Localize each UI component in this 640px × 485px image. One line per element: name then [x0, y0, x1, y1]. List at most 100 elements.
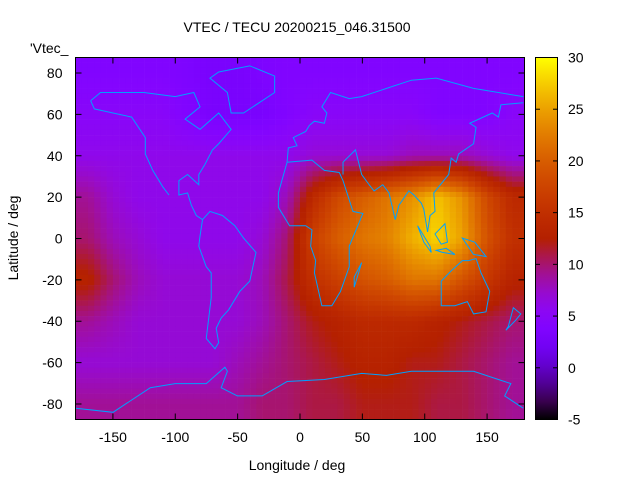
heatmap-cell	[268, 98, 276, 105]
heatmap-cell	[487, 233, 494, 239]
heatmap-cell	[75, 393, 83, 400]
heatmap-cell	[256, 336, 263, 343]
heatmap-cell	[137, 393, 145, 400]
heatmap-cell	[175, 88, 182, 94]
heatmap-cell	[218, 119, 226, 126]
heatmap-cell	[75, 181, 83, 188]
heatmap-cell	[106, 93, 114, 100]
heatmap-cell	[387, 372, 394, 379]
heatmap-cell	[349, 300, 357, 307]
heatmap-cell	[424, 197, 432, 203]
heatmap-cell	[518, 78, 525, 84]
heatmap-cell	[318, 124, 326, 131]
heatmap-cell	[312, 228, 320, 234]
heatmap-cell	[406, 316, 413, 322]
heatmap-cell	[430, 269, 438, 275]
heatmap-cell	[443, 331, 450, 338]
heatmap-cell	[218, 295, 226, 301]
heatmap-cell	[374, 326, 382, 332]
heatmap-cell	[406, 129, 413, 136]
heatmap-cell	[206, 393, 213, 400]
heatmap-cell	[399, 279, 407, 286]
heatmap-cell	[300, 98, 307, 105]
heatmap-cell	[175, 414, 182, 420]
heatmap-cell	[237, 160, 245, 167]
heatmap-cell	[499, 155, 507, 162]
heatmap-cell	[343, 114, 351, 120]
heatmap-cell	[87, 155, 95, 162]
heatmap-cell	[100, 341, 107, 348]
heatmap-cell	[312, 191, 320, 198]
heatmap-cell	[424, 119, 432, 126]
heatmap-cell	[337, 155, 344, 162]
heatmap-cell	[225, 98, 232, 105]
heatmap-cell	[312, 398, 320, 405]
heatmap-cell	[437, 383, 444, 389]
heatmap-cell	[443, 217, 450, 224]
heatmap-cell	[106, 212, 114, 219]
heatmap-cell	[150, 202, 157, 208]
heatmap-cell	[362, 181, 369, 188]
heatmap-cell	[137, 274, 145, 281]
heatmap-cell	[237, 104, 245, 110]
heatmap-cell	[443, 238, 450, 244]
heatmap-cell	[374, 362, 382, 369]
heatmap-cell	[306, 78, 313, 84]
heatmap-cell	[81, 135, 89, 141]
heatmap-cell	[206, 202, 213, 208]
heatmap-cell	[112, 228, 120, 234]
heatmap-cell	[368, 378, 376, 384]
heatmap-cell	[381, 285, 388, 291]
heatmap-cell	[443, 171, 450, 177]
heatmap-cell	[112, 414, 120, 420]
heatmap-cell	[474, 274, 482, 281]
heatmap-cell	[125, 290, 132, 296]
heatmap-cell	[424, 217, 432, 224]
heatmap-cell	[119, 326, 126, 332]
heatmap-cell	[393, 78, 401, 84]
heatmap-cell	[493, 129, 500, 136]
heatmap-cell	[306, 274, 313, 281]
heatmap-cell	[430, 145, 438, 151]
heatmap-cell	[200, 316, 207, 322]
heatmap-cell	[487, 357, 494, 363]
heatmap-cell	[331, 114, 338, 120]
heatmap-cell	[243, 73, 251, 79]
heatmap-cell	[499, 67, 507, 74]
heatmap-cell	[262, 155, 270, 162]
heatmap-cell	[343, 176, 351, 182]
heatmap-cell	[437, 336, 444, 343]
heatmap-cell	[437, 78, 444, 84]
heatmap-cell	[518, 119, 525, 126]
heatmap-cell	[169, 181, 176, 188]
heatmap-cell	[312, 243, 320, 250]
heatmap-cell	[137, 202, 145, 208]
heatmap-cell	[487, 78, 494, 84]
heatmap-cell	[312, 403, 320, 410]
heatmap-cell	[300, 212, 307, 219]
heatmap-cell	[119, 378, 126, 384]
heatmap-cell	[518, 259, 525, 265]
heatmap-cell	[480, 155, 488, 162]
heatmap-cell	[430, 279, 438, 286]
heatmap-cell	[181, 383, 189, 389]
heatmap-cell	[131, 109, 139, 115]
heatmap-cell	[225, 336, 232, 343]
heatmap-cell	[424, 285, 432, 291]
heatmap-cell	[312, 150, 320, 157]
heatmap-cell	[243, 222, 251, 229]
heatmap-cell	[200, 414, 207, 420]
heatmap-cell	[449, 300, 457, 307]
heatmap-cell	[430, 383, 438, 389]
heatmap-cell	[144, 414, 151, 420]
heatmap-cell	[137, 57, 145, 63]
heatmap-cell	[399, 326, 407, 332]
heatmap-cell	[131, 243, 139, 250]
heatmap-cell	[144, 176, 151, 182]
heatmap-cell	[181, 124, 189, 131]
heatmap-cell	[437, 145, 444, 151]
heatmap-cell	[412, 145, 419, 151]
heatmap-cell	[281, 362, 288, 369]
heatmap-cell	[162, 140, 170, 146]
heatmap-cell	[131, 259, 139, 265]
